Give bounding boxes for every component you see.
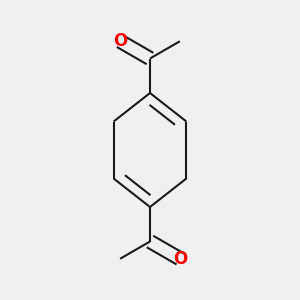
- Text: O: O: [173, 250, 187, 268]
- Text: O: O: [113, 32, 127, 50]
